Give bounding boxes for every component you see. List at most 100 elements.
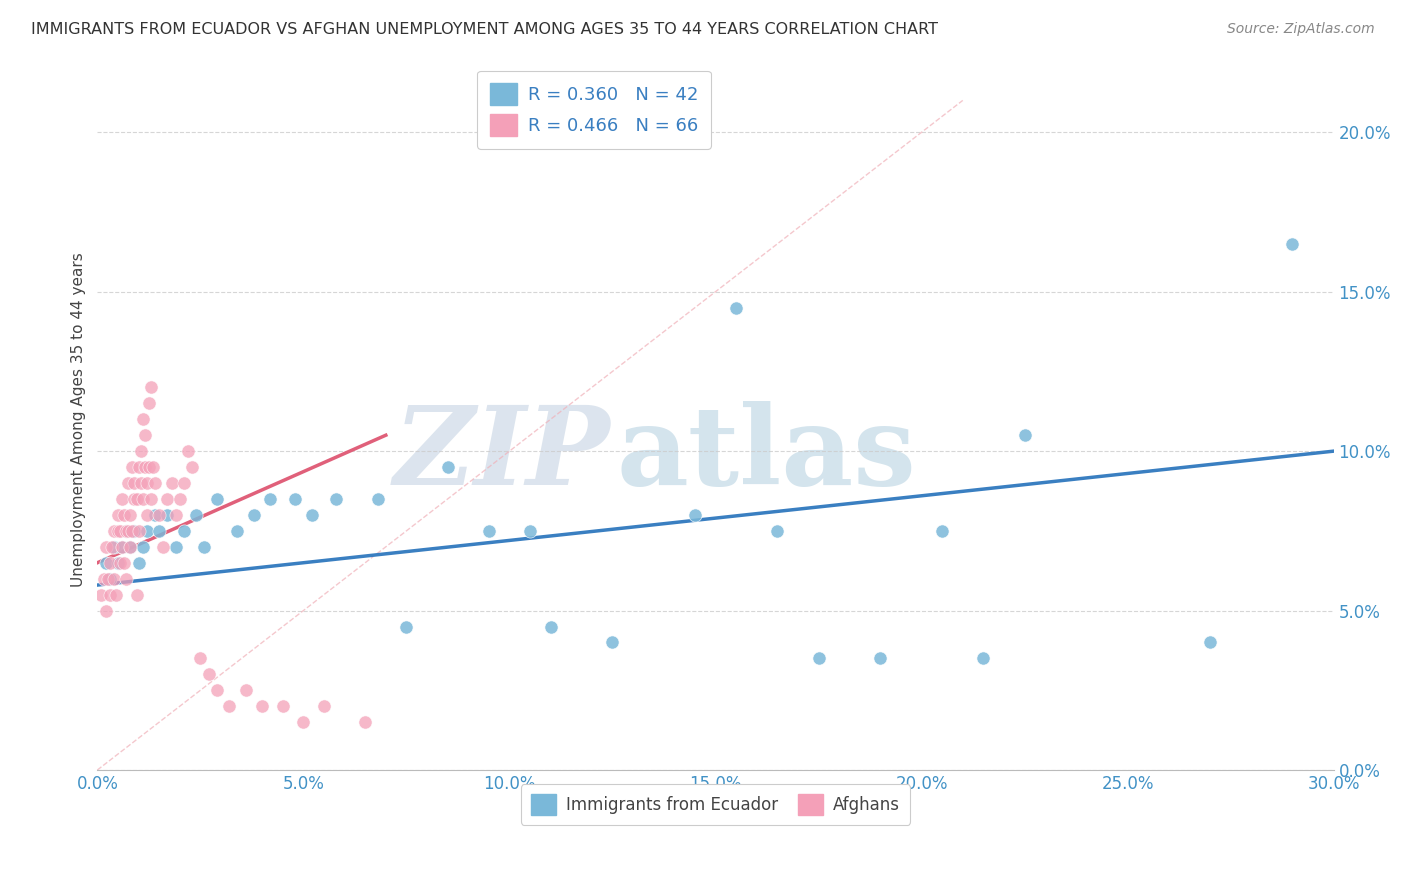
Point — [108, 524, 131, 538]
Point — [478, 524, 501, 538]
Point — [235, 683, 257, 698]
Point — [104, 588, 127, 602]
Point — [112, 508, 135, 522]
Point — [103, 524, 125, 538]
Point — [165, 540, 187, 554]
Point — [100, 540, 122, 554]
Point — [111, 540, 134, 554]
Point — [165, 508, 187, 522]
Point — [128, 556, 150, 570]
Point — [120, 540, 142, 554]
Point — [152, 540, 174, 554]
Text: IMMIGRANTS FROM ECUADOR VS AFGHAN UNEMPLOYMENT AMONG AGES 35 TO 44 YEARS CORRELA: IMMIGRANTS FROM ECUADOR VS AFGHAN UNEMPL… — [31, 22, 938, 37]
Point — [134, 428, 156, 442]
Point — [139, 380, 162, 394]
Point — [602, 635, 624, 649]
Point — [117, 524, 139, 538]
Point — [128, 460, 150, 475]
Point — [131, 412, 153, 426]
Point — [139, 491, 162, 506]
Point — [725, 301, 748, 315]
Point — [124, 524, 146, 538]
Point — [540, 619, 562, 633]
Point — [121, 524, 143, 538]
Point — [177, 444, 200, 458]
Point — [869, 651, 891, 665]
Point — [186, 508, 208, 522]
Point — [354, 715, 377, 730]
Point — [135, 508, 157, 522]
Text: Source: ZipAtlas.com: Source: ZipAtlas.com — [1227, 22, 1375, 37]
Point — [190, 651, 212, 665]
Point — [108, 556, 131, 570]
Point — [107, 524, 129, 538]
Point — [1199, 635, 1222, 649]
Point — [1014, 428, 1036, 442]
Point — [134, 460, 156, 475]
Point — [436, 460, 458, 475]
Point — [395, 619, 418, 633]
Point — [120, 508, 142, 522]
Point — [131, 540, 153, 554]
Point — [125, 588, 148, 602]
Point — [931, 524, 953, 538]
Point — [173, 476, 195, 491]
Point — [205, 491, 228, 506]
Point — [972, 651, 994, 665]
Point — [807, 651, 830, 665]
Point — [243, 508, 266, 522]
Point — [271, 699, 294, 714]
Point — [94, 540, 117, 554]
Point — [292, 715, 315, 730]
Point — [143, 476, 166, 491]
Point — [1281, 236, 1303, 251]
Point — [107, 556, 129, 570]
Point — [138, 460, 160, 475]
Legend: Immigrants from Ecuador, Afghans: Immigrants from Ecuador, Afghans — [522, 784, 910, 825]
Point — [121, 460, 143, 475]
Point — [111, 540, 134, 554]
Point — [766, 524, 789, 538]
Point — [197, 667, 219, 681]
Point — [111, 491, 134, 506]
Point — [160, 476, 183, 491]
Point — [218, 699, 240, 714]
Point — [98, 588, 121, 602]
Point — [156, 508, 179, 522]
Point — [120, 540, 142, 554]
Point — [181, 460, 204, 475]
Point — [98, 556, 121, 570]
Point — [226, 524, 249, 538]
Point — [143, 508, 166, 522]
Point — [156, 491, 179, 506]
Point — [519, 524, 541, 538]
Point — [259, 491, 281, 506]
Point — [124, 476, 146, 491]
Point — [97, 572, 120, 586]
Point — [115, 572, 138, 586]
Point — [93, 572, 115, 586]
Point — [94, 603, 117, 617]
Point — [250, 699, 273, 714]
Point — [103, 572, 125, 586]
Point — [115, 524, 138, 538]
Point — [193, 540, 215, 554]
Point — [112, 556, 135, 570]
Point — [128, 524, 150, 538]
Point — [367, 491, 389, 506]
Point — [148, 524, 170, 538]
Point — [135, 476, 157, 491]
Point — [117, 476, 139, 491]
Y-axis label: Unemployment Among Ages 35 to 44 years: Unemployment Among Ages 35 to 44 years — [72, 252, 86, 587]
Point — [107, 508, 129, 522]
Point — [129, 476, 152, 491]
Point — [124, 491, 146, 506]
Point — [169, 491, 191, 506]
Point — [301, 508, 323, 522]
Point — [103, 540, 125, 554]
Point — [142, 460, 165, 475]
Point — [148, 508, 170, 522]
Point — [683, 508, 706, 522]
Point — [284, 491, 307, 506]
Point — [138, 396, 160, 410]
